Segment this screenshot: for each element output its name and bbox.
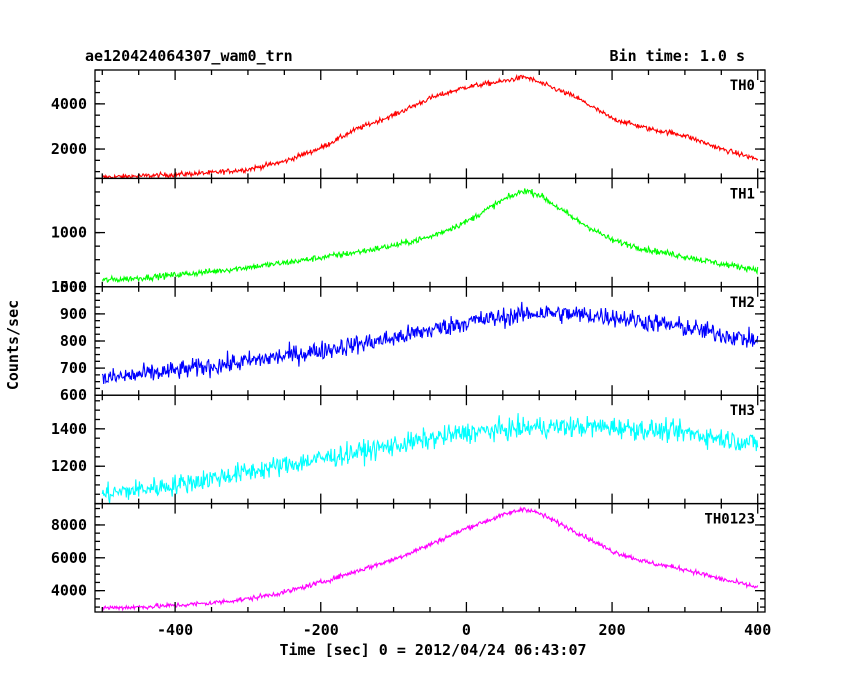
x-tick-label: 0: [462, 621, 471, 639]
panel-label-th3: TH3: [730, 403, 755, 419]
panels-group: 20004000TH05001000TH16007008009001000TH2…: [51, 69, 771, 639]
panel-th0-frame: [94, 69, 766, 180]
y-tick-label: 900: [60, 305, 87, 323]
panel-th0123: 4000 6000 8000 TH0123: [51, 502, 766, 613]
chart-title: ae120424064307_wam0_trn: [85, 47, 293, 65]
y-tick-label: 500: [60, 278, 87, 296]
y-tick-label: 4000: [51, 582, 87, 600]
y-tick-label: 4000: [51, 95, 87, 113]
panel-th2-frame: [94, 286, 766, 396]
y-axis-label: Counts/sec: [4, 300, 22, 390]
y-tick-label: 1000: [51, 224, 87, 242]
series-line-th1: [101, 188, 759, 284]
y-tick-label: 1200: [51, 457, 87, 475]
panel-th0: 2000 4000 TH0: [51, 69, 766, 180]
series-line-th3: [101, 413, 759, 504]
panel-th2: 600 700 800 900 1000 TH2: [51, 278, 766, 404]
y-tick-label: 1400: [51, 420, 87, 438]
y-tick-label: 6000: [51, 549, 87, 567]
panel-label-th2: TH2: [730, 295, 755, 311]
panel-th3: 1200 1400 TH3: [51, 394, 766, 505]
panel-label-th0: TH0: [730, 78, 755, 94]
x-tick-label: -200: [303, 621, 339, 639]
panel-th1-frame: [94, 177, 766, 288]
series-line-th2: [101, 301, 759, 385]
y-tick-label: 700: [60, 359, 87, 377]
y-tick-label: 800: [60, 332, 87, 350]
series-line-th0123: [101, 506, 759, 612]
panel-label-th0123: TH0123: [704, 512, 755, 528]
chart-subtitle: Bin time: 1.0 s: [610, 47, 745, 65]
y-tick-label: 2000: [51, 140, 87, 158]
x-tick-label: -400: [157, 621, 193, 639]
y-tick-label: 600: [60, 386, 87, 404]
x-tick-label: 200: [599, 621, 626, 639]
panel-label-th1: TH1: [730, 186, 755, 202]
x-tick-label: 400: [744, 621, 771, 639]
y-tick-label: 8000: [51, 516, 87, 534]
y-tick-label: 1000: [51, 278, 87, 296]
panel-th0123-frame: [94, 502, 766, 613]
x-axis-label: Time [sec] 0 = 2012/04/24 06:43:07: [279, 641, 586, 659]
series-line-th0: [102, 73, 759, 179]
